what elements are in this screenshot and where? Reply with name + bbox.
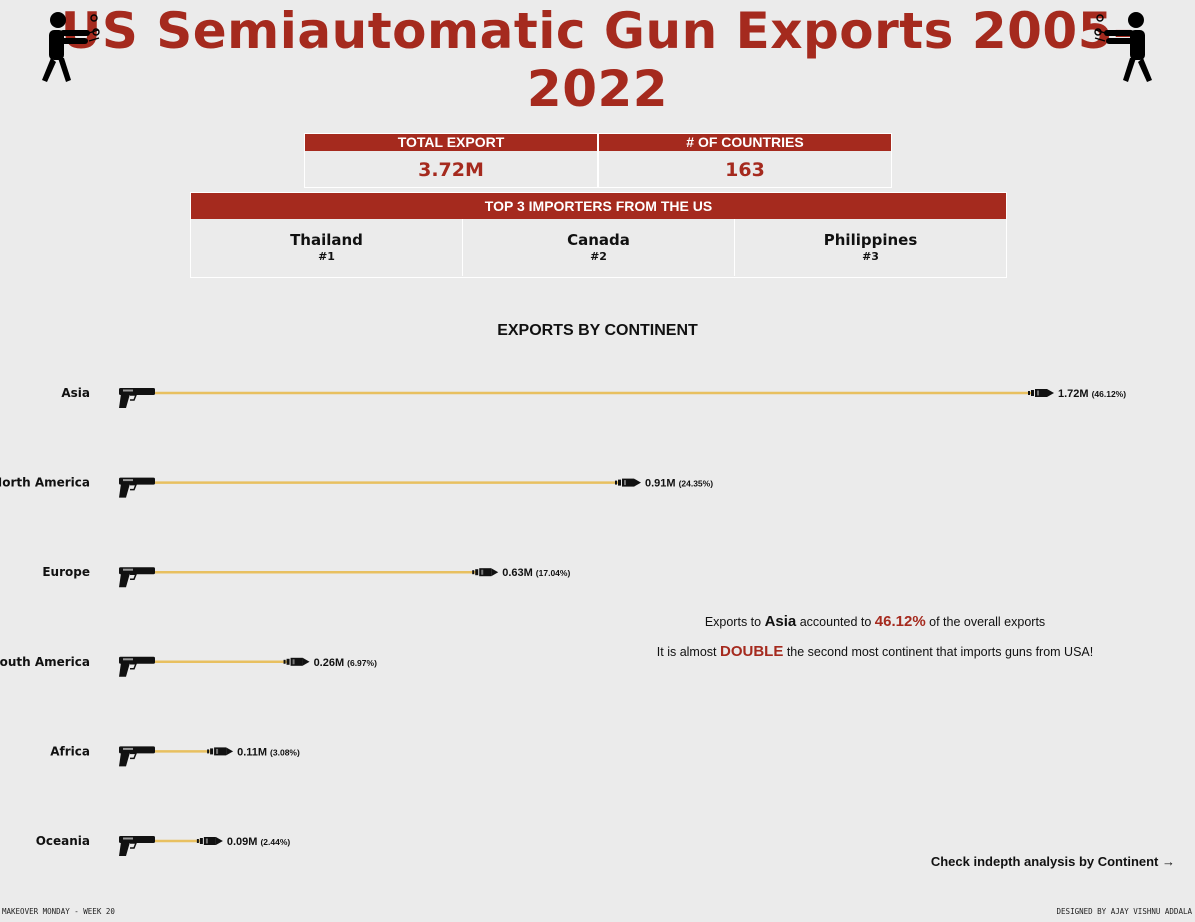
insight-line-1: Exports to Asia accounted to 46.12% of t… — [560, 613, 1190, 630]
importer-cell: Canada #2 — [463, 219, 735, 276]
kpi-value: 3.72M — [418, 159, 484, 181]
pistol-icon — [119, 388, 155, 408]
insight-text: accounted to — [796, 615, 875, 629]
top-importers-card: TOP 3 IMPORTERS FROM THE US Thailand #1 … — [190, 192, 1007, 278]
importer-name: Canada — [567, 231, 630, 249]
percent-label: (6.97%) — [347, 658, 377, 668]
bullet-icon — [614, 478, 641, 487]
percent-label: (2.44%) — [260, 837, 290, 847]
zombie-figure-icon — [42, 12, 100, 82]
insight-highlight: DOUBLE — [720, 643, 784, 660]
kpi-total-export: TOTAL EXPORT 3.72M — [304, 133, 598, 188]
category-label: Africa — [50, 744, 90, 758]
bar-row: Africa 0.11M (3.08%) — [50, 744, 300, 767]
bullet-icon — [472, 568, 499, 577]
insight-text: It is almost — [656, 645, 720, 659]
value-label: 0.09M (2.44%) — [227, 836, 291, 848]
importer-rank: #3 — [862, 250, 879, 263]
category-label: South America — [0, 655, 90, 669]
importer-cell: Philippines #3 — [735, 219, 1006, 276]
bullet-icon — [207, 747, 234, 756]
pistol-icon — [119, 656, 155, 677]
importer-name: Philippines — [823, 231, 918, 249]
bar-row: North America 0.91M (24.35%) — [0, 476, 713, 498]
percent-label: (24.35%) — [679, 479, 714, 489]
continent-analysis-link[interactable]: Check indepth analysis by Continent → — [930, 854, 1175, 869]
bullet-icon — [196, 837, 223, 845]
category-label: Europe — [42, 565, 90, 579]
top-importers-header: TOP 3 IMPORTERS FROM THE US — [191, 193, 1006, 219]
importer-name: Thailand — [290, 231, 363, 249]
pistol-icon — [119, 567, 155, 588]
value-label: 0.26M (6.97%) — [314, 657, 378, 669]
bullet-icon — [283, 657, 310, 666]
pistol-icon — [119, 836, 155, 856]
page-title: US Semiautomatic Gun Exports 2005-2022 — [60, 2, 1135, 118]
kpi-label: # OF COUNTRIES — [599, 134, 891, 151]
bar-row: Europe 0.63M (17.04%) — [42, 565, 570, 588]
kpi-row: TOTAL EXPORT 3.72M # OF COUNTRIES 163 — [304, 133, 892, 188]
insight-text: the second most continent that imports g… — [783, 645, 1094, 659]
zombie-figure-icon — [1094, 12, 1152, 82]
category-label: Oceania — [36, 834, 90, 848]
bar-row: Asia 1.72M (46.12%) — [61, 386, 1126, 408]
kpi-countries: # OF COUNTRIES 163 — [598, 133, 892, 188]
insight-line-2: It is almost DOUBLE the second most cont… — [560, 643, 1190, 660]
kpi-label: TOTAL EXPORT — [305, 134, 597, 151]
bar-row: South America 0.26M (6.97%) — [0, 655, 377, 677]
category-label: North America — [0, 476, 90, 490]
pistol-icon — [119, 746, 155, 767]
footer-left: MAKEOVER MONDAY - WEEK 20 — [2, 907, 115, 916]
footer-right: DESIGNED BY AJAY VISHNU ADDALA — [1056, 907, 1192, 916]
percent-label: (46.12%) — [1092, 389, 1127, 399]
importer-rank: #1 — [318, 250, 335, 263]
value-label: 1.72M (46.12%) — [1058, 388, 1126, 400]
chart-title: EXPORTS BY CONTINENT — [497, 322, 698, 339]
percent-label: (3.08%) — [270, 747, 300, 757]
importer-cell: Thailand #1 — [191, 219, 463, 276]
insight-text: Exports to — [704, 615, 765, 629]
value-label: 0.63M (17.04%) — [502, 567, 570, 579]
importer-rank: #2 — [590, 250, 607, 263]
value-label: 0.11M (3.08%) — [237, 746, 300, 758]
percent-label: (17.04%) — [536, 568, 571, 578]
bullet-icon — [1028, 389, 1054, 397]
insight-text: of the overall exports — [925, 615, 1046, 629]
bar-row: Oceania 0.09M (2.44%) — [36, 834, 291, 856]
insight-continent: Asia — [764, 613, 797, 630]
category-label: Asia — [61, 386, 90, 400]
value-label: 0.91M (24.35%) — [645, 478, 713, 490]
kpi-value: 163 — [725, 159, 765, 181]
pistol-icon — [119, 477, 155, 498]
insight-percent: 46.12% — [874, 613, 926, 630]
